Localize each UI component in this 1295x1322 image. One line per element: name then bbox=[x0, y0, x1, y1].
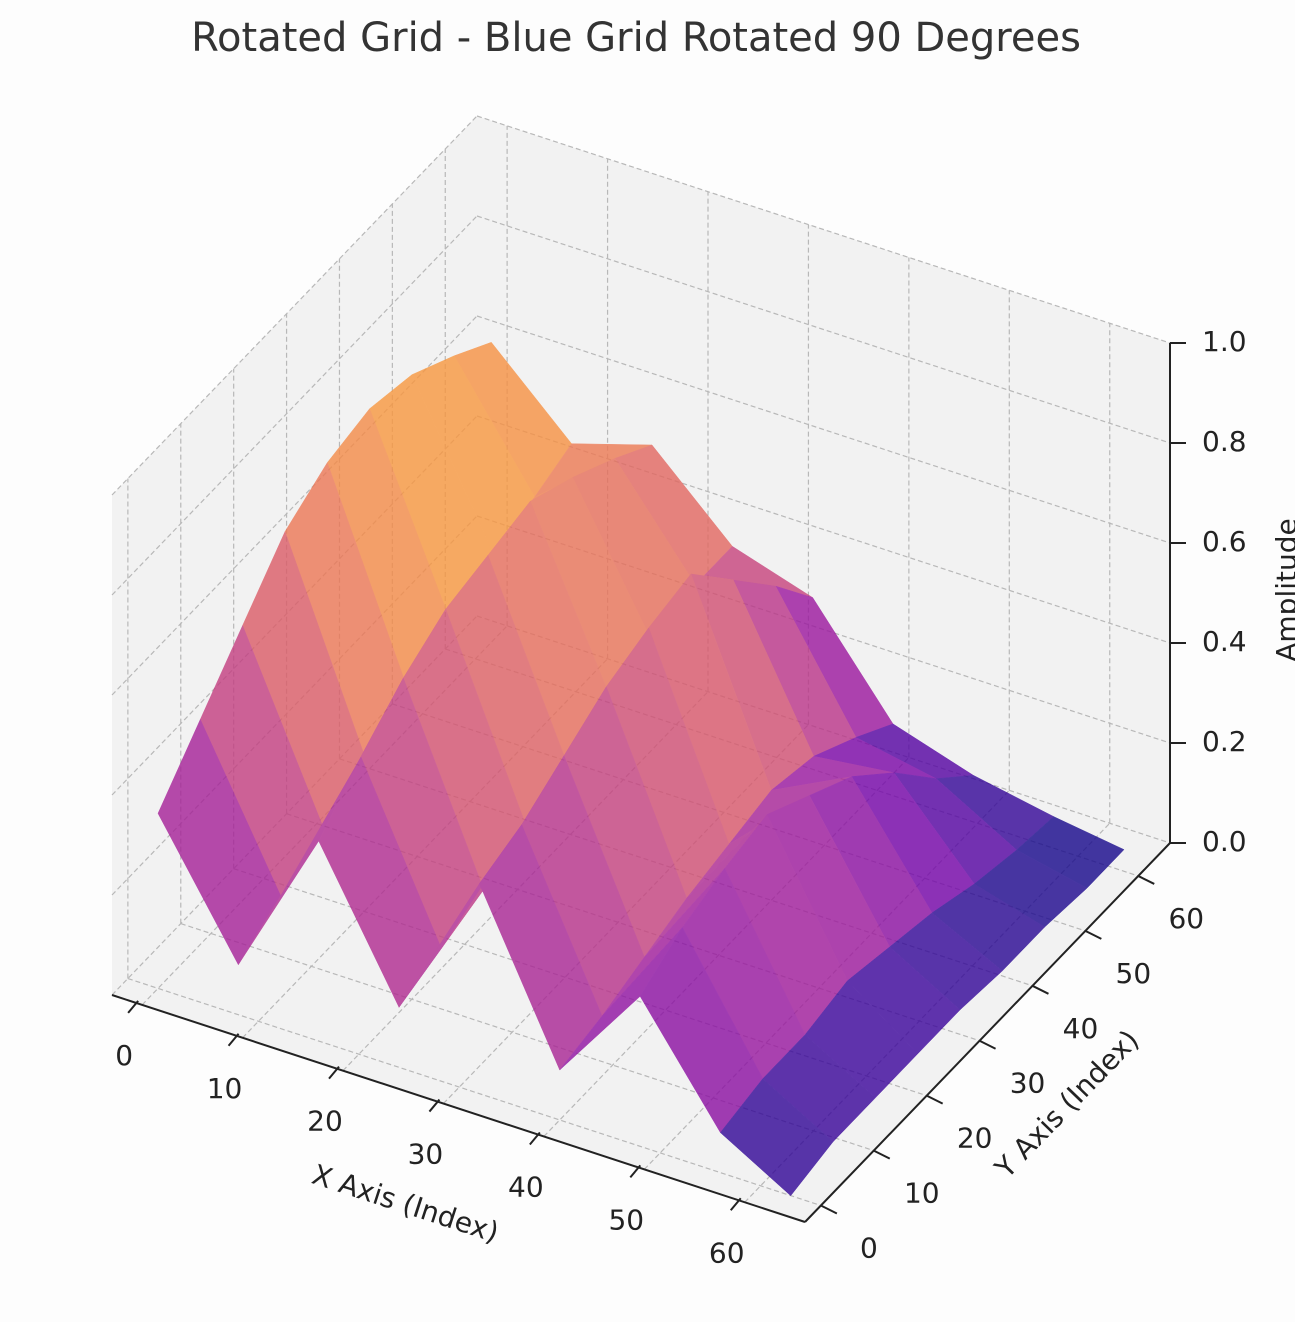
surface-patch bbox=[720, 1078, 834, 1197]
tick-mark bbox=[328, 1066, 340, 1080]
tick-mark bbox=[127, 1000, 139, 1014]
grid-line bbox=[476, 315, 1171, 544]
tick-mark bbox=[428, 1098, 441, 1113]
y-tick-label: 50 bbox=[1116, 957, 1152, 990]
tick-mark bbox=[529, 1131, 541, 1146]
z-tick-label: 0.2 bbox=[1202, 725, 1247, 758]
grid-line bbox=[127, 977, 822, 1207]
tick-mark bbox=[820, 1204, 838, 1215]
chart-title: Rotated Grid - Blue Grid Rotated 90 Degr… bbox=[191, 15, 1081, 61]
tick-mark bbox=[1084, 929, 1102, 940]
surface bbox=[157, 342, 1125, 1197]
tick-mark bbox=[1137, 875, 1155, 885]
x-tick-label: 30 bbox=[408, 1138, 444, 1171]
x-tick-label: 0 bbox=[115, 1039, 133, 1072]
x-tick-label: 60 bbox=[709, 1236, 745, 1269]
z-tick-label: 0.8 bbox=[1202, 425, 1247, 458]
tick-mark bbox=[979, 1039, 997, 1050]
y-tick-label: 60 bbox=[1168, 902, 1204, 935]
x-tick-label: 40 bbox=[508, 1170, 544, 1203]
z-tick-label: 0.6 bbox=[1202, 525, 1247, 558]
grid-line bbox=[476, 215, 1171, 444]
x-tick-label: 50 bbox=[608, 1203, 644, 1236]
x-tick-label: 20 bbox=[307, 1105, 343, 1138]
z-tick-label: 0.0 bbox=[1202, 825, 1247, 858]
y-tick-label: 10 bbox=[904, 1177, 940, 1210]
y-tick-label: 20 bbox=[957, 1122, 993, 1155]
tick-mark bbox=[729, 1197, 742, 1211]
z-tick-label: 1.0 bbox=[1202, 325, 1247, 358]
tick-mark bbox=[926, 1094, 944, 1105]
tick-mark bbox=[629, 1164, 642, 1179]
y-tick-label: 0 bbox=[860, 1232, 878, 1265]
z-tick-label: 0.4 bbox=[1202, 625, 1247, 658]
grid-line bbox=[476, 115, 1171, 344]
tick-mark bbox=[227, 1033, 240, 1047]
y-axis bbox=[804, 842, 1171, 1223]
z-axis-label: Amplitude bbox=[1270, 518, 1295, 662]
y-tick-label: 40 bbox=[1063, 1012, 1099, 1045]
grid-line bbox=[180, 923, 874, 1152]
x-tick-label: 10 bbox=[207, 1072, 243, 1105]
x-axis bbox=[111, 994, 806, 1223]
tick-mark bbox=[873, 1149, 891, 1160]
tick-mark bbox=[1032, 984, 1049, 995]
y-tick-label: 30 bbox=[1010, 1067, 1046, 1100]
